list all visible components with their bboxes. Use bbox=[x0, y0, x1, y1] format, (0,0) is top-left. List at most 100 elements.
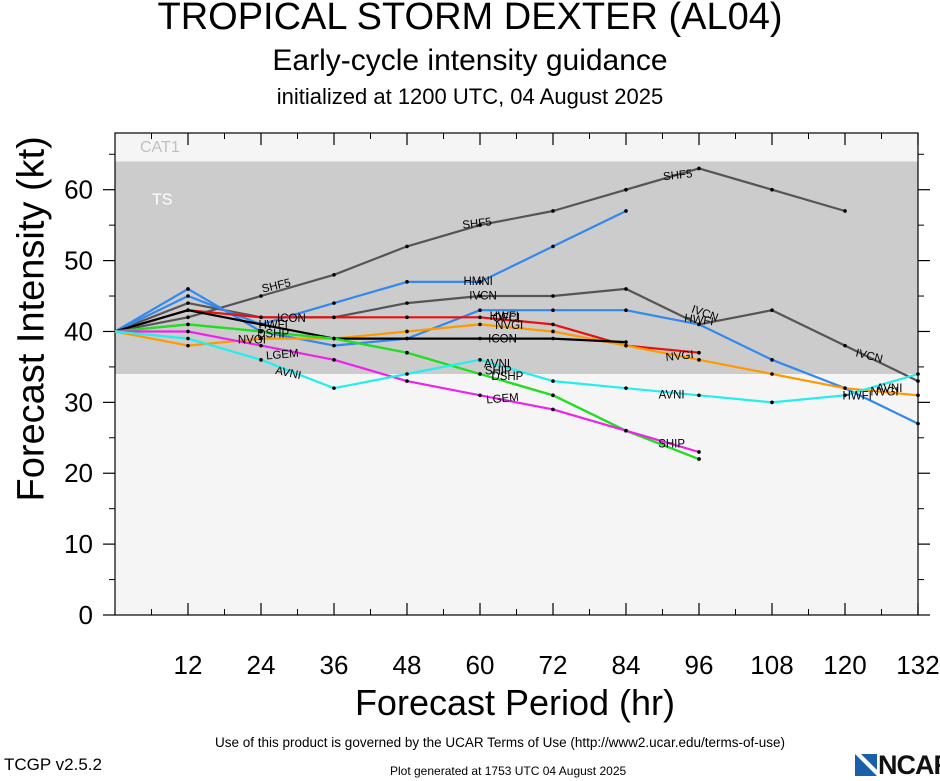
data-point-nvgi bbox=[186, 343, 190, 348]
y-axis-label: Forecast Intensity (kt) bbox=[10, 136, 53, 502]
data-point-nvgi bbox=[624, 343, 628, 348]
data-point-ofcl bbox=[478, 315, 482, 320]
model-label-shf5: SHF5 bbox=[462, 216, 493, 231]
data-point-hmni bbox=[332, 301, 336, 305]
data-point-avni bbox=[770, 400, 774, 405]
data-point-icon bbox=[624, 340, 628, 344]
data-point-shf5 bbox=[770, 187, 774, 192]
data-point-shf5 bbox=[186, 315, 190, 320]
data-point-avni bbox=[332, 386, 336, 390]
model-label-dshp: DSHP bbox=[257, 329, 289, 341]
data-point-ivcn bbox=[770, 308, 774, 313]
data-point-ofcl bbox=[332, 315, 336, 320]
data-point-shf5 bbox=[405, 244, 409, 249]
data-point-nvgi bbox=[770, 372, 774, 376]
x-tick-label: 108 bbox=[750, 650, 793, 680]
data-point-dshp bbox=[259, 329, 263, 334]
ncar-mark-icon bbox=[855, 754, 877, 776]
model-label-hwfi: HWFI bbox=[490, 311, 519, 323]
model-series bbox=[114, 166, 920, 461]
x-tick-label: 48 bbox=[393, 650, 422, 680]
data-point-ofcl bbox=[697, 350, 701, 355]
data-point-hmni bbox=[551, 244, 555, 249]
initialized-time: initialized at 1200 UTC, 04 August 2025 bbox=[276, 84, 664, 109]
data-point-hmni bbox=[478, 280, 482, 284]
data-point-hwfi bbox=[770, 358, 774, 362]
data-point-hmni bbox=[186, 294, 190, 298]
series-line-nvgi bbox=[114, 323, 919, 397]
model-label-hwfi: HWFI bbox=[842, 390, 871, 402]
model-label-icon: ICON bbox=[277, 313, 306, 325]
x-tick-label: 36 bbox=[320, 650, 349, 680]
version-label: TCGP v2.5.2 bbox=[4, 755, 102, 774]
model-label-nvgi: NVGI bbox=[238, 334, 266, 346]
model-label-shf5: SHF5 bbox=[663, 168, 693, 183]
x-tick-label: 72 bbox=[539, 650, 568, 680]
data-point-shf5 bbox=[551, 209, 555, 213]
data-point-hmni bbox=[405, 280, 409, 284]
data-point-dshp bbox=[478, 372, 482, 376]
model-label-icon: ICON bbox=[488, 334, 517, 346]
model-label-nvgi: NVGI bbox=[665, 349, 694, 364]
data-point-lgem bbox=[478, 393, 482, 398]
data-point-avni bbox=[916, 372, 920, 376]
series-line-hmni bbox=[114, 210, 627, 333]
model-label-ofcl: OFCL bbox=[493, 312, 524, 324]
series-line-icon bbox=[114, 309, 627, 344]
model-label-avni: AVNI bbox=[484, 358, 510, 370]
data-point-avni bbox=[478, 358, 482, 362]
data-point-nvgi bbox=[551, 329, 555, 334]
y-tick-label: 10 bbox=[64, 529, 93, 559]
data-point-hwfi bbox=[697, 322, 701, 327]
data-point-ofcl bbox=[551, 322, 555, 327]
model-label-hmni: HMNI bbox=[463, 276, 492, 288]
model-label-lgem: LGEM bbox=[486, 392, 520, 407]
band-label-ts: TS bbox=[152, 191, 172, 208]
terms-of-use-text: Use of this product is governed by the U… bbox=[215, 735, 785, 750]
data-point-avni bbox=[697, 393, 701, 398]
data-point-avni bbox=[186, 336, 190, 341]
x-tick-label: 96 bbox=[685, 650, 714, 680]
generated-time: Plot generated at 1753 UTC 04 August 202… bbox=[390, 764, 627, 778]
model-label-hwfi: HWFI bbox=[258, 319, 287, 331]
model-label-hwfi: HWFI bbox=[683, 312, 714, 328]
x-tick-label: 12 bbox=[174, 650, 203, 680]
data-point-nvgi bbox=[843, 386, 847, 390]
chart-title: TROPICAL STORM DEXTER (AL04) bbox=[157, 0, 783, 38]
data-point-icon bbox=[259, 322, 263, 327]
x-tick-label: 84 bbox=[612, 650, 641, 680]
data-point-avni bbox=[551, 379, 555, 383]
y-tick-label: 30 bbox=[64, 387, 93, 417]
chart-subtitle: Early-cycle intensity guidance bbox=[272, 44, 668, 77]
data-point-lgem bbox=[551, 407, 555, 412]
data-point-shf5 bbox=[259, 294, 263, 298]
data-point-shf5 bbox=[478, 223, 482, 227]
data-point-lgem bbox=[697, 450, 701, 454]
data-point-dshp bbox=[186, 322, 190, 327]
model-label-avni: AVNI bbox=[659, 390, 685, 402]
data-point-lgem bbox=[259, 343, 263, 348]
data-point-hmni bbox=[624, 209, 628, 213]
logo-text: NCAR bbox=[878, 750, 940, 780]
data-point-ivcn bbox=[843, 343, 847, 348]
data-point-shf5 bbox=[624, 187, 628, 192]
data-point-hwfi bbox=[332, 343, 336, 348]
data-point-icon bbox=[478, 336, 482, 341]
data-point-avni bbox=[405, 372, 409, 376]
data-point-shf5 bbox=[332, 272, 336, 277]
model-label-avni: AVNI bbox=[876, 383, 902, 395]
data-point-dshp bbox=[332, 336, 336, 341]
model-label-ship: SHIP bbox=[658, 438, 685, 450]
y-tick-label: 40 bbox=[64, 316, 93, 346]
data-point-nvgi bbox=[697, 358, 701, 362]
data-point-icon bbox=[405, 336, 409, 341]
band-label-cat1: CAT1 bbox=[140, 139, 180, 156]
data-point-hwfi bbox=[916, 421, 920, 426]
series-line-hwfi bbox=[114, 287, 919, 425]
data-point-dshp bbox=[697, 457, 701, 461]
model-label-nvgi: NVGI bbox=[870, 387, 898, 399]
data-point-ivcn bbox=[405, 301, 409, 305]
data-point-ivcn bbox=[186, 301, 190, 305]
x-tick-label: 24 bbox=[247, 650, 276, 680]
